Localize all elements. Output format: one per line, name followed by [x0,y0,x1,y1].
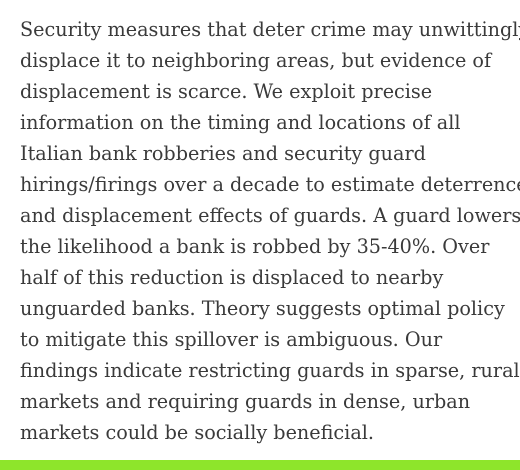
abstract-line: Italian bank robberies and security guar… [20,142,426,165]
abstract-line: findings indicate restricting guards in … [20,359,520,382]
abstract-line: Security measures that deter crime may u… [20,18,520,41]
abstract-line: half of this reduction is displaced to n… [20,266,444,289]
abstract-text: Security measures that deter crime may u… [20,14,520,448]
abstract-line: unguarded banks. Theory suggests optimal… [20,297,505,320]
accent-bar [0,460,520,470]
abstract-line: and displacement effects of guards. A gu… [20,204,520,227]
abstract-line: displace it to neighboring areas, but ev… [20,49,492,72]
abstract-line: to mitigate this spillover is ambiguous.… [20,328,443,351]
abstract-line: hirings/firings over a decade to estimat… [20,173,520,196]
abstract-line: information on the timing and locations … [20,111,461,134]
abstract-line: displacement is scarce. We exploit preci… [20,80,433,103]
abstract-line: markets could be socially beneficial. [20,421,374,444]
abstract-line: the likelihood a bank is robbed by 35-40… [20,235,490,258]
abstract-line: markets and requiring guards in dense, u… [20,390,471,413]
